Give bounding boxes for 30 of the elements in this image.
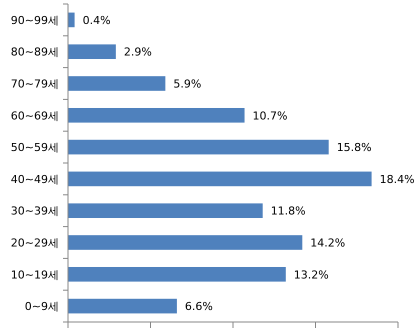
y-tick-label: 90~99세: [10, 14, 59, 27]
data-label: 2.9%: [124, 46, 152, 59]
bar: [68, 12, 75, 28]
bar: [68, 44, 116, 60]
y-tick-label: 10~19세: [10, 268, 59, 282]
data-label: 10.7%: [252, 109, 288, 122]
data-label: 0.4%: [82, 14, 111, 27]
data-label: 18.4%: [380, 172, 415, 186]
y-tick-label: 0~9세: [24, 300, 59, 314]
y-tick-label: 30~39세: [10, 204, 59, 218]
bar: [68, 266, 286, 282]
bar: [68, 172, 372, 186]
data-label: 14.2%: [310, 236, 346, 250]
y-tick-label: 60~69세: [10, 109, 59, 122]
data-label: 6.6%: [184, 300, 213, 314]
y-tick-label: 50~59세: [10, 141, 59, 154]
bar: [68, 108, 245, 123]
y-tick-label: 80~89세: [10, 46, 59, 59]
y-tick-label: 70~79세: [10, 78, 59, 90]
bar: [68, 76, 166, 91]
bar: [68, 298, 177, 314]
bar: [68, 235, 302, 250]
data-label: 5.9%: [173, 78, 202, 90]
y-tick-label: 40~49세: [10, 172, 59, 186]
data-label: 15.8%: [336, 141, 372, 154]
bar: [68, 203, 263, 218]
data-label: 13.2%: [294, 268, 329, 282]
bar: [68, 140, 329, 154]
y-tick-label: 20~29세: [10, 236, 59, 250]
data-label: 11.8%: [270, 204, 306, 218]
